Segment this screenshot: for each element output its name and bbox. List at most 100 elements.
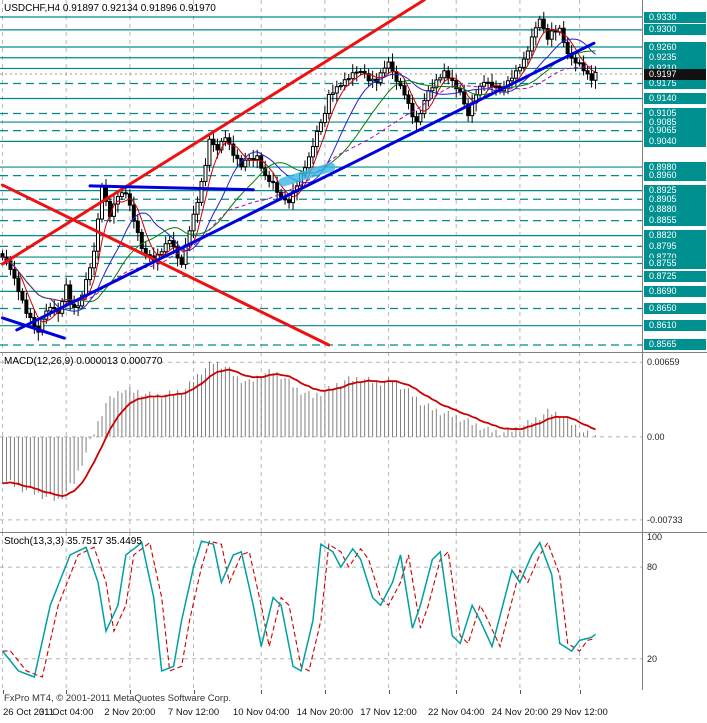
candle-body (306, 156, 311, 169)
candle-body (235, 154, 240, 160)
time-axis-label: 10 Nov 04:00 (232, 707, 290, 718)
candle-body (593, 71, 598, 81)
macd-background (0, 352, 643, 532)
candle-body (255, 155, 260, 161)
candle-body (422, 100, 427, 115)
candle-body (119, 192, 124, 198)
candle-body (386, 61, 391, 69)
stochastic-indicator-panel[interactable] (0, 532, 643, 690)
candle-body (338, 85, 343, 88)
candle-body (195, 201, 200, 215)
candle-body (478, 85, 483, 96)
panel-separator-stoch[interactable] (0, 532, 707, 533)
time-axis-tick (261, 690, 263, 694)
candle-body (454, 80, 459, 90)
candle-body (434, 79, 439, 89)
candle-body (96, 218, 101, 252)
candle-body (52, 306, 57, 310)
candle-body (577, 62, 582, 65)
time-axis-tick (579, 690, 581, 694)
candle-body (310, 146, 315, 158)
candle-body (466, 103, 471, 117)
current-price-tag: 0.9197 (644, 68, 706, 80)
candle-body (565, 41, 570, 54)
price-level-tag: 0.8610 (644, 320, 706, 332)
candle-body (342, 79, 347, 87)
candle-body (418, 113, 423, 123)
candle-body (131, 204, 136, 222)
candle-body (521, 58, 526, 68)
time-axis-label: 2 Nov 20:00 (104, 707, 156, 718)
candle-body (450, 77, 455, 82)
main-price-chart-panel[interactable] (0, 0, 643, 352)
candle-body (382, 67, 387, 74)
stoch-axis-label: 80 (647, 562, 658, 573)
price-level-tag: 0.8855 (644, 215, 706, 227)
time-axis-label: 22 Nov 04:00 (427, 707, 485, 718)
trend-line (15, 41, 596, 332)
candle-body (76, 305, 81, 308)
price-level-tag: 0.9210 (644, 62, 706, 74)
candle-body (438, 77, 443, 81)
price-level-tag: 0.8905 (644, 193, 706, 205)
candle-body (207, 138, 212, 166)
candle-body (88, 267, 93, 281)
price-axis[interactable]: 0.93300.93000.92600.92350.92100.91750.91… (643, 0, 707, 352)
candle-body (358, 70, 363, 73)
candle-body (545, 27, 550, 40)
candle-body (414, 116, 419, 123)
candle-body (231, 143, 236, 156)
time-axis-tick (456, 690, 458, 694)
macd-axis-label: -0.00733 (647, 514, 683, 525)
candle-body (326, 94, 331, 114)
time-axis-tick (129, 690, 131, 694)
macd-axis-label: 0.00659 (647, 357, 680, 368)
candle-body (267, 174, 272, 182)
price-level-tag: 0.9040 (644, 135, 706, 147)
candle-body (12, 268, 17, 279)
macd-indicator-panel[interactable] (0, 352, 643, 532)
time-axis-label: 31 Oct 04:00 (38, 707, 94, 718)
candle-body (84, 279, 89, 296)
price-level-tag: 0.9085 (644, 116, 706, 128)
stoch-value-axis[interactable]: 100 80 20 (643, 532, 707, 690)
stoch-signal-line (2, 540, 596, 678)
candle-body (322, 112, 327, 123)
candle-body (159, 251, 164, 256)
stoch-indicator-label: Stoch(13,3,3) 35.7517 35.4495 (4, 536, 142, 547)
price-level-tag: 0.8770 (644, 251, 706, 263)
candle-body (410, 102, 415, 118)
price-level-tag: 0.8880 (644, 204, 706, 216)
candle-body (199, 181, 204, 203)
macd-signal-line (2, 368, 596, 498)
candle-body (346, 78, 351, 81)
panel-separator-macd[interactable] (0, 352, 707, 353)
macd-indicator-label: MACD(12,26,9) 0.000013 0.000770 (4, 356, 163, 367)
candle-body (370, 78, 375, 82)
candle-body (24, 299, 29, 314)
candle-body (191, 213, 196, 232)
price-level-tag: 0.9175 (644, 77, 706, 89)
time-axis-tick (66, 690, 68, 694)
candle-body (533, 27, 538, 38)
macd-value-axis[interactable]: 0.00659 0.00 -0.00733 (643, 352, 707, 532)
candle-body (135, 220, 140, 233)
candle-body (513, 70, 518, 79)
price-level-tag: 0.9235 (644, 52, 706, 64)
stoch-main-line (1, 540, 596, 679)
candle-body (529, 36, 534, 52)
price-level-tag: 0.8690 (644, 285, 706, 297)
price-level-tag: 0.9065 (644, 125, 706, 137)
candle-body (589, 73, 594, 81)
price-level-tag: 0.8820 (644, 230, 706, 242)
time-axis-tick (388, 690, 390, 694)
symbol-ohlc-label: USDCHF,H4 0.91897 0.92134 0.91896 0.9197… (4, 3, 216, 14)
candle-body (20, 291, 25, 301)
time-axis[interactable]: FxPro MT4, © 2001-2011 MetaQuotes Softwa… (0, 690, 707, 723)
time-axis-label: 14 Nov 20:00 (296, 707, 354, 718)
candle-body (223, 137, 228, 142)
candle-body (163, 243, 168, 253)
candle-body (8, 260, 13, 270)
candle-body (251, 157, 256, 161)
